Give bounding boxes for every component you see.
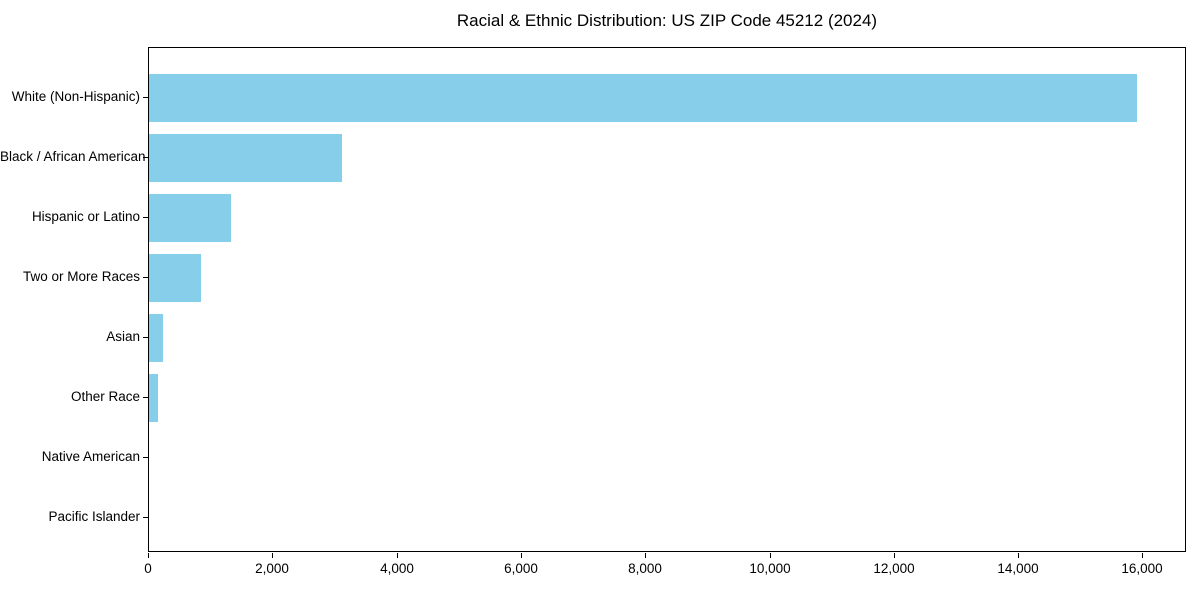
- x-tick-label: 6,000: [504, 561, 538, 576]
- x-tick: [521, 553, 522, 558]
- x-tick: [770, 553, 771, 558]
- y-axis-label: Two or More Races: [22, 269, 140, 284]
- y-tick: [143, 157, 148, 158]
- bar-two-or-more-races: [149, 254, 201, 302]
- x-tick: [645, 553, 646, 558]
- x-tick: [894, 553, 895, 558]
- bar-asian: [149, 314, 163, 362]
- x-tick-label: 4,000: [380, 561, 414, 576]
- x-tick-label: 12,000: [873, 561, 915, 576]
- x-tick: [397, 553, 398, 558]
- bar-black-african-american: [149, 134, 342, 182]
- chart-title: Racial & Ethnic Distribution: US ZIP Cod…: [456, 11, 878, 30]
- y-axis-label: Other Race: [70, 389, 140, 404]
- x-tick-label: 2,000: [255, 561, 289, 576]
- y-tick: [143, 397, 148, 398]
- x-tick-label: 8,000: [628, 561, 662, 576]
- x-tick: [148, 553, 149, 558]
- x-tick-label: 10,000: [749, 561, 791, 576]
- y-axis-label: Pacific Islander: [48, 509, 140, 524]
- bar-hispanic-or-latino: [149, 194, 231, 242]
- y-tick: [143, 517, 148, 518]
- y-tick: [143, 277, 148, 278]
- y-tick: [143, 337, 148, 338]
- x-tick-label: 0: [144, 561, 152, 576]
- y-axis-label: Asian: [106, 329, 140, 344]
- y-axis-label: Black / African American: [0, 149, 146, 164]
- x-tick: [1142, 553, 1143, 558]
- plot-area: [148, 47, 1186, 552]
- x-tick: [1018, 553, 1019, 558]
- x-tick-label: 16,000: [1121, 561, 1163, 576]
- bar-white-non-hispanic: [149, 74, 1137, 122]
- x-tick: [272, 553, 273, 558]
- y-tick: [143, 457, 148, 458]
- bar-other-race: [149, 374, 158, 422]
- y-tick: [143, 217, 148, 218]
- x-tick-label: 14,000: [997, 561, 1039, 576]
- y-axis-label: White (Non-Hispanic): [11, 89, 140, 104]
- y-axis-label: Hispanic or Latino: [31, 209, 140, 224]
- y-tick: [143, 97, 148, 98]
- y-axis-label: Native American: [41, 449, 140, 464]
